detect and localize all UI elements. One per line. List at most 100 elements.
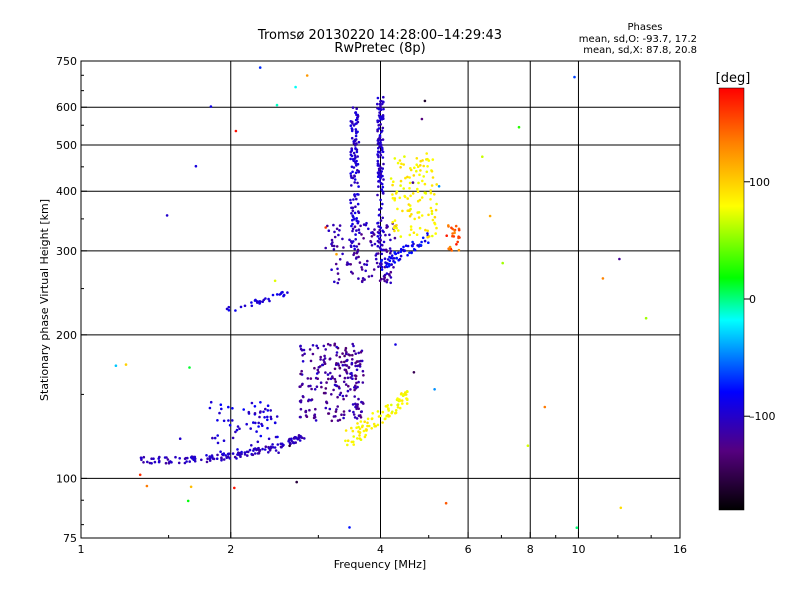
scatter-point bbox=[381, 114, 385, 117]
scatter-point bbox=[408, 187, 411, 190]
scatter-point bbox=[309, 398, 313, 402]
scatter-point bbox=[361, 277, 365, 280]
scatter-point bbox=[366, 424, 369, 428]
scatter-point bbox=[350, 371, 353, 375]
scatter-point bbox=[165, 214, 169, 217]
scatter-point bbox=[335, 354, 338, 357]
scatter-point bbox=[356, 422, 359, 425]
y-axis-label: Stationary phase Virtual Height [km] bbox=[38, 199, 51, 401]
scatter-point bbox=[377, 124, 381, 127]
scatter-point bbox=[178, 437, 182, 441]
scatter-point bbox=[323, 354, 326, 358]
scatter-point bbox=[246, 454, 249, 457]
scatter-point bbox=[388, 255, 391, 259]
scatter-point bbox=[402, 393, 406, 396]
scatter-point bbox=[228, 457, 231, 460]
scatter-point bbox=[275, 103, 279, 107]
scatter-point bbox=[336, 395, 339, 399]
scatter-point bbox=[346, 376, 350, 380]
scatter-point bbox=[247, 410, 251, 414]
scatter-point bbox=[377, 169, 381, 172]
scatter-point bbox=[380, 252, 384, 256]
scatter-point bbox=[376, 239, 380, 243]
scatter-point bbox=[345, 394, 348, 398]
scatter-point bbox=[185, 460, 188, 463]
scatter-point bbox=[276, 435, 279, 439]
scatter-point bbox=[376, 423, 380, 427]
scatter-point bbox=[377, 265, 380, 269]
scatter-point bbox=[193, 459, 197, 463]
scatter-point bbox=[351, 170, 354, 174]
scatter-point bbox=[363, 420, 367, 424]
scatter-point bbox=[400, 162, 403, 166]
y-tick-label: 200 bbox=[56, 329, 77, 342]
colorbar-tick-label: 0 bbox=[749, 293, 756, 306]
scatter-point bbox=[316, 346, 320, 350]
scatter-point bbox=[417, 216, 421, 219]
scatter-point bbox=[208, 457, 212, 461]
scatter-point bbox=[351, 106, 355, 109]
scatter-point bbox=[242, 408, 245, 411]
scatter-point bbox=[353, 225, 357, 228]
scatter-point bbox=[324, 226, 328, 229]
scatter-point bbox=[418, 173, 421, 177]
scatter-point bbox=[376, 410, 380, 413]
scatter-point bbox=[164, 461, 168, 465]
scatter-point bbox=[325, 381, 328, 384]
scatter-point bbox=[335, 245, 339, 248]
scatter-point bbox=[314, 419, 318, 422]
scatter-point bbox=[393, 157, 397, 160]
scatter-point bbox=[362, 223, 366, 226]
scatter-point bbox=[346, 443, 349, 447]
scatter-point bbox=[453, 231, 456, 235]
scatter-point bbox=[378, 237, 382, 241]
scatter-point bbox=[417, 181, 420, 185]
scatter-point bbox=[243, 453, 247, 456]
scatter-point bbox=[388, 414, 391, 418]
scatter-point bbox=[351, 209, 355, 213]
scatter-point bbox=[290, 437, 293, 441]
scatter-point bbox=[352, 413, 356, 416]
scatter-point bbox=[248, 448, 252, 452]
scatter-point bbox=[382, 100, 385, 104]
scatter-point bbox=[262, 298, 266, 302]
scatter-point bbox=[451, 232, 454, 235]
scatter-point bbox=[280, 291, 283, 294]
scatter-point bbox=[351, 128, 354, 131]
scatter-point bbox=[416, 187, 419, 191]
scatter-point bbox=[387, 265, 391, 268]
scatter-point bbox=[575, 526, 579, 529]
scatter-point bbox=[319, 381, 323, 385]
scatter-point bbox=[352, 151, 356, 155]
scatter-point bbox=[356, 162, 360, 166]
scatter-point bbox=[378, 102, 382, 106]
scatter-point bbox=[358, 434, 361, 437]
scatter-point bbox=[381, 421, 384, 424]
scatter-point bbox=[389, 276, 393, 279]
scatter-point bbox=[348, 238, 351, 242]
scatter-point bbox=[317, 366, 321, 369]
scatter-point bbox=[124, 363, 128, 366]
scatter-point bbox=[357, 430, 360, 433]
x-tick-label: 16 bbox=[673, 543, 687, 556]
scatter-point bbox=[409, 225, 413, 228]
scatter-point bbox=[433, 193, 436, 196]
scatter-point bbox=[299, 344, 302, 348]
scatter-point bbox=[398, 406, 402, 410]
scatter-point bbox=[382, 117, 385, 120]
scatter-point bbox=[380, 259, 383, 262]
scatter-point bbox=[374, 254, 378, 257]
scatter-point bbox=[356, 403, 360, 406]
scatter-point bbox=[235, 428, 239, 432]
scatter-point bbox=[346, 439, 350, 443]
scatter-point bbox=[352, 215, 355, 219]
scatter-point bbox=[411, 181, 415, 184]
scatter-point bbox=[268, 449, 272, 452]
scatter-point bbox=[222, 452, 226, 455]
y-tick-label: 400 bbox=[56, 185, 77, 198]
scatter-point bbox=[273, 446, 277, 449]
scatter-point bbox=[264, 445, 268, 449]
scatter-point bbox=[426, 165, 429, 168]
scatter-point bbox=[302, 348, 306, 352]
scatter-point bbox=[381, 138, 385, 141]
